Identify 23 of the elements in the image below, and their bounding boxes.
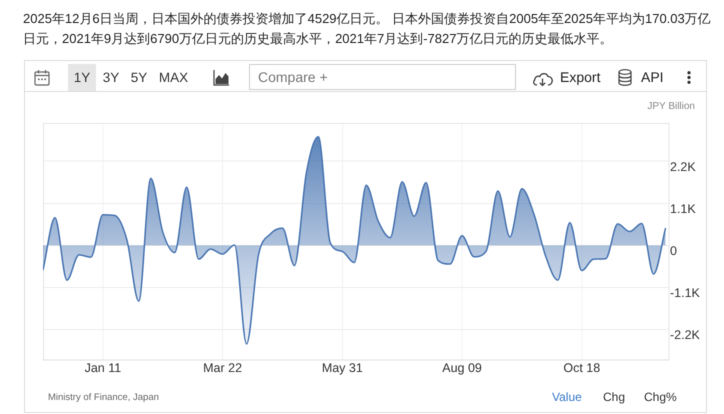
text: Ministry of Finance, Japan [48, 392, 159, 404]
y-tick-label: 0 [670, 244, 677, 258]
input-field: Compare + [249, 64, 516, 90]
y-axis-title: JPY Billion [647, 101, 695, 112]
y-tick-label: -2.2K [670, 328, 701, 342]
range-label: MAX [158, 69, 190, 87]
x-tick-label: Jan 11 [84, 360, 122, 375]
range-label: 5Y [130, 69, 148, 87]
toolbar-label: API [641, 68, 664, 87]
y-tick-label: 1.1K [670, 202, 696, 216]
tab-label: Chg [603, 390, 626, 404]
x-tick-label: May 31 [322, 360, 363, 375]
y-tick-label: 2.2K [670, 160, 696, 174]
x-tick-label: Aug 09 [442, 360, 482, 375]
tab-label: Chg% [644, 390, 677, 404]
tab-label: Value [552, 390, 582, 404]
x-tick-label: Oct 18 [563, 360, 600, 375]
range-button: 1Y [68, 64, 96, 91]
chart-title: 2025年12月6日当周，日本国外的债券投资增加了4529亿日元。 日本外国债券投资自2005年至2025年平均为170.03万亿日元，2021年9月达到6790万亿日元的历史最高水平，2021年7月达到-7827万亿日元的历史最低水平。 [23, 10, 712, 48]
x-tick-label: Mar 22 [203, 360, 242, 375]
toolbar-label: Export [560, 68, 600, 87]
y-tick-label: -1.1K [670, 286, 701, 300]
range-label: 3Y [102, 69, 120, 87]
